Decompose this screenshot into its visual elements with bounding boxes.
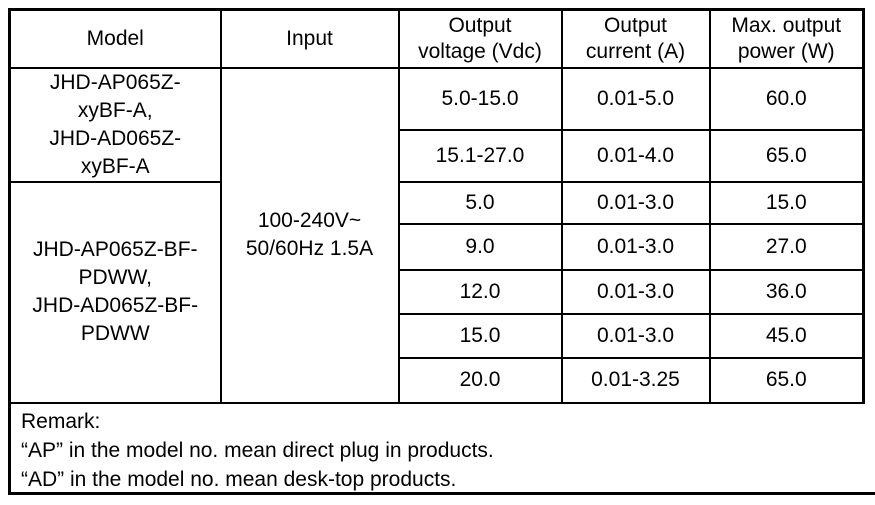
model-name-line: PDWW (80, 322, 150, 345)
model-name-line: JHD-AD065Z-BF- (32, 294, 199, 317)
header-label-line: voltage (Vdc) (418, 39, 542, 63)
model-name-line: PDWW, (78, 266, 153, 289)
output-current-value: 0.01-3.0 (560, 222, 711, 271)
input-spec-line: 100-240V~ (257, 209, 362, 232)
input-spec-line: 50/60Hz 1.5A (245, 237, 374, 260)
header-label: Model (86, 26, 144, 50)
power-spec-table: Model Input Output voltage (Vdc) Output … (8, 8, 865, 404)
max-power-value: 36.0 (708, 268, 865, 315)
header-label-line: current (A) (585, 39, 686, 63)
spec-row: 9.0 0.01-3.0 27.0 (10, 222, 865, 271)
output-voltage-value: 5.0 (397, 180, 563, 225)
output-current-value: 0.01-3.0 (560, 180, 711, 225)
header-cell-model: Model (8, 8, 222, 69)
remark-line-ad: “AD” in the model no. mean desk-top prod… (21, 467, 457, 491)
spec-row: JHD-AP065Z- xyBF-A, JHD-AD065Z- xyBF-A 1… (8, 66, 865, 404)
spec-row: 15.1-27.0 0.01-4.0 65.0 (10, 128, 865, 183)
header-label-line: Output (603, 13, 668, 37)
output-current-value: 0.01-5.0 (560, 66, 711, 131)
remark-section: Remark: “AP” in the model no. mean direc… (8, 403, 875, 495)
header-row: Model Input Output voltage (Vdc) Output … (8, 8, 865, 69)
spec-row: JHD-AP065Z-BF- PDWW, JHD-AD065Z-BF- PDWW… (8, 180, 865, 404)
model-group-2-cell: JHD-AP065Z-BF- PDWW, JHD-AD065Z-BF- PDWW (8, 180, 222, 404)
header-cell-output-voltage: Output voltage (Vdc) (397, 8, 563, 69)
spec-row: 15.0 0.01-3.0 45.0 (10, 312, 865, 359)
max-power-value: 65.0 (708, 356, 865, 404)
output-voltage-value: 9.0 (397, 222, 563, 271)
output-current-value: 0.01-3.0 (560, 268, 711, 315)
header-cell-input: Input (219, 8, 400, 69)
input-cell: 100-240V~ 50/60Hz 1.5A (219, 66, 400, 404)
remark-line-ap: “AP” in the model no. mean direct plug i… (21, 438, 494, 462)
header-cell-output-current: Output current (A) (560, 8, 711, 69)
spec-row: 12.0 0.01-3.0 36.0 (10, 268, 865, 315)
spec-row: 20.0 0.01-3.25 65.0 (10, 356, 865, 404)
header-label-line: Max. output (731, 13, 842, 37)
max-power-value: 45.0 (708, 312, 865, 359)
header-label: Input (286, 26, 333, 50)
header-label-line: power (W) (737, 39, 835, 63)
model-group-1-cell: JHD-AP065Z- xyBF-A, JHD-AD065Z- xyBF-A (8, 66, 222, 183)
output-current-value: 0.01-3.0 (560, 312, 711, 359)
model-name-line: xyBF-A (80, 154, 150, 178)
remark-title: Remark: (21, 409, 101, 433)
header-label-line: Output (448, 13, 512, 37)
model-name-line: JHD-AP065Z- (49, 70, 181, 94)
model-name-line: xyBF-A, (77, 98, 153, 122)
max-power-value: 27.0 (708, 222, 865, 271)
max-power-value: 65.0 (708, 128, 865, 183)
output-voltage-value: 20.0 (397, 356, 563, 404)
model-name-line: JHD-AD065Z- (49, 126, 182, 150)
output-voltage-value: 12.0 (397, 268, 563, 315)
output-voltage-value: 15.1-27.0 (397, 128, 563, 183)
output-voltage-value: 5.0-15.0 (397, 66, 563, 131)
model-name-line: JHD-AP065Z-BF- (32, 238, 198, 261)
max-power-value: 60.0 (708, 66, 865, 131)
output-current-value: 0.01-4.0 (560, 128, 711, 183)
output-voltage-value: 15.0 (397, 312, 563, 359)
max-power-value: 15.0 (708, 180, 865, 225)
output-current-value: 0.01-3.25 (560, 356, 711, 404)
header-cell-max-output-power: Max. output power (W) (708, 8, 865, 69)
